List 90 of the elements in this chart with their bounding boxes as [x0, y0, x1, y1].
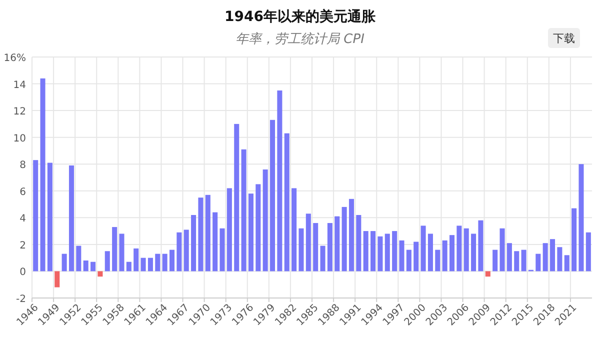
bar [191, 214, 196, 272]
bar [406, 250, 412, 272]
bar [500, 228, 505, 272]
bar [306, 214, 311, 272]
bar [83, 260, 88, 272]
bar [76, 246, 82, 272]
bar [248, 194, 254, 272]
bar [98, 271, 103, 277]
bar [428, 234, 433, 272]
bar [449, 235, 455, 272]
bar [176, 232, 182, 272]
bar [234, 124, 240, 272]
chart-title: 1946年以来的美元通胀 [224, 8, 376, 25]
bar [184, 230, 189, 272]
y-tick-label: -2 [16, 294, 26, 305]
bar [140, 258, 146, 272]
bar [112, 227, 118, 272]
bar [557, 247, 562, 272]
bar [90, 262, 96, 272]
bar [478, 220, 484, 272]
bar [414, 242, 419, 272]
bar [47, 162, 52, 272]
y-tick-label: 12 [13, 106, 26, 118]
bar [277, 90, 282, 272]
bar [162, 254, 168, 272]
bar [226, 188, 232, 272]
bar [334, 216, 340, 272]
bar [68, 165, 74, 272]
bar [542, 243, 548, 272]
y-tick-label: 16% [4, 53, 26, 64]
bar [370, 231, 376, 272]
y-tick-label: 2 [20, 240, 26, 252]
y-tick-label: 14 [13, 80, 26, 91]
bar [327, 223, 332, 272]
bar [464, 228, 469, 272]
bar [320, 246, 326, 272]
y-tick-label: 8 [20, 160, 26, 172]
bar [399, 240, 404, 272]
bar [420, 226, 426, 272]
bar [205, 194, 210, 272]
bar [586, 232, 591, 272]
bar [506, 243, 512, 272]
bar [292, 188, 297, 272]
bar [40, 78, 46, 272]
bar [536, 254, 541, 272]
bar [485, 271, 490, 277]
y-tick-label: 6 [20, 186, 26, 198]
bar [270, 120, 276, 272]
chart-subtitle: 年率，劳工统计局 CPI [236, 31, 365, 47]
bar [442, 240, 448, 272]
bar [54, 271, 60, 288]
bar [514, 251, 520, 272]
bar [348, 198, 354, 272]
bar [492, 250, 498, 272]
bar [456, 226, 462, 272]
bar [572, 208, 577, 272]
bar [169, 250, 175, 272]
bar [262, 169, 268, 272]
bar [392, 231, 398, 272]
bar [313, 223, 318, 272]
bar [435, 250, 440, 272]
bar [62, 254, 67, 272]
bar [284, 133, 290, 272]
bar [471, 234, 476, 272]
bar [212, 212, 218, 272]
bar [564, 255, 570, 272]
bar [363, 231, 368, 272]
bar [104, 251, 110, 272]
bar [384, 234, 390, 272]
bar [220, 228, 225, 272]
bar [298, 228, 304, 272]
button: 下载 [548, 28, 580, 48]
bar [148, 258, 153, 272]
y-tick-label: 4 [20, 214, 26, 225]
bar [134, 248, 139, 272]
bar [155, 254, 160, 272]
bar [342, 206, 347, 272]
bar [356, 214, 362, 272]
bar [241, 149, 246, 272]
y-tick-label: 0 [20, 267, 26, 278]
bar [521, 250, 526, 272]
y-tick-label: 10 [13, 133, 26, 144]
bar [550, 239, 556, 272]
bar [378, 236, 383, 272]
bar [126, 262, 132, 272]
bar [578, 164, 584, 272]
bar [256, 184, 261, 272]
bar [198, 198, 204, 272]
bar [119, 234, 124, 272]
bar [33, 160, 38, 272]
